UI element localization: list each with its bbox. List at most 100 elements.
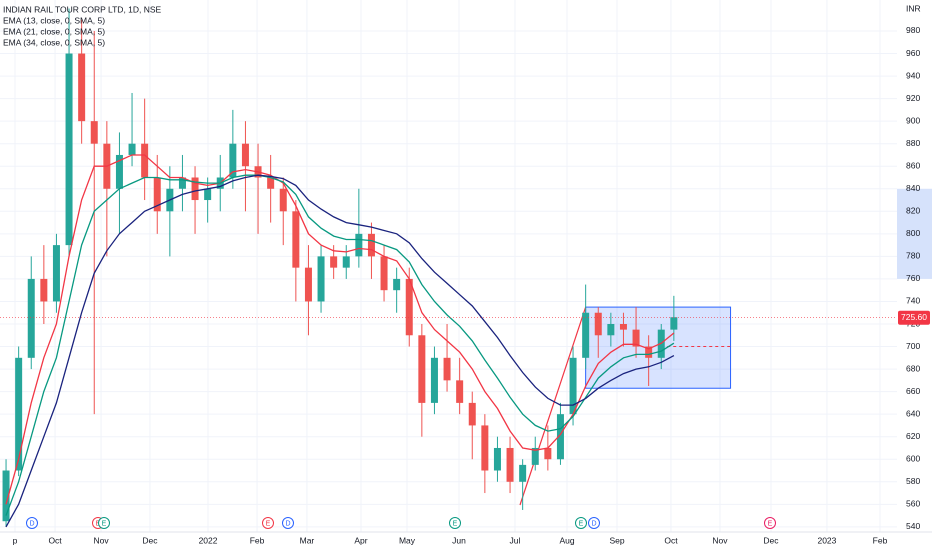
x-tick-label: May [399,535,416,545]
candle-body [418,335,426,403]
trend-line [519,306,587,506]
candle-body [178,177,186,189]
candle-body [229,143,237,178]
event-label: E [102,520,107,527]
legend-entry: EMA (13, close, 0, SMA, 5) [3,15,105,25]
candle-body [90,121,98,144]
candle-body [52,245,60,302]
event-label: E [579,520,584,527]
y-tick-label: 660 [906,386,920,396]
candle-body [115,154,123,189]
plot-area [0,8,897,528]
candle-body [468,402,476,426]
candle-body [141,143,149,178]
event-label: E [453,520,458,527]
y-tick-label: 760 [906,273,920,283]
event-label: D [285,520,290,527]
y-tick-label: 900 [906,115,920,125]
x-tick-label: p [13,535,18,545]
x-tick-label: Feb [250,535,265,545]
candle-body [27,278,35,358]
candle-body [304,267,312,302]
y-tick-label: 540 [906,521,920,531]
y-tick-label: 640 [906,408,920,418]
candle-body [292,211,300,268]
y-tick-label: 620 [906,431,920,441]
x-tick-label: Jun [452,535,466,545]
y-tick-label: 600 [906,453,920,463]
candle-body [519,464,527,482]
currency-label: INR [906,3,921,13]
y-tick-label: 840 [906,183,920,193]
candle-body [153,177,161,212]
candle-body [607,324,615,336]
candle-body [393,278,401,291]
candle-body [582,312,590,358]
candle-body [670,317,678,330]
candle-body [342,256,350,268]
event-label: D [591,520,596,527]
x-tick-label: Oct [48,535,62,545]
grid [0,0,897,532]
x-tick-label: Dec [142,535,158,545]
candle-body [619,324,627,330]
event-icon [262,517,274,529]
y-tick-label: 820 [906,206,920,216]
x-tick-label: Sep [609,535,624,545]
candle-body [241,143,249,167]
x-tick-label: Apr [354,535,367,545]
event-icon [282,517,294,529]
event-icon [575,517,587,529]
x-tick-label: 2022 [199,535,218,545]
candle-body [493,447,501,471]
x-tick-label: Feb [873,535,888,545]
y-tick-label: 580 [906,476,920,486]
y-tick-label: 740 [906,296,920,306]
candle-body [78,53,86,122]
candle-body [204,188,212,201]
y-tick-label: 920 [906,93,920,103]
x-tick-label: Oct [664,535,678,545]
event-icon [98,517,110,529]
ema-line [5,174,675,516]
last-price-label: 725.60 [901,312,927,322]
x-tick-label: Aug [559,535,574,545]
candle-body [594,312,602,336]
candle-body [380,256,388,291]
candle-body [279,188,287,212]
candle-body [191,177,199,201]
legend-title: INDIAN RAIL TOUR CORP LTD, 1D, NSE [3,4,162,14]
candle-body [405,278,413,336]
candle-body [15,357,23,471]
y-tick-label: 880 [906,138,920,148]
candle-body [544,447,552,460]
legend: INDIAN RAIL TOUR CORP LTD, 1D, NSE EMA (… [3,4,162,47]
candle-body [267,177,275,189]
event-label: E [266,520,271,527]
candle-body [2,470,10,522]
legend-entry: EMA (21, close, 0, SMA, 5) [3,26,105,36]
candle-body [330,256,338,268]
candle-body [40,278,48,302]
candle-body [481,425,489,471]
x-tick-label: Nov [712,535,728,545]
legend-entry: EMA (34, close, 0, SMA, 5) [3,37,105,47]
y-tick-label: 940 [906,70,920,80]
last-price-tag [898,310,930,325]
x-tick-label: 2023 [817,535,836,545]
y-tick-label: 680 [906,363,920,373]
candle-body [317,256,325,302]
y-tick-label: 960 [906,48,920,58]
candle-body [506,447,514,482]
event-icon [449,517,461,529]
y-tick-label: 980 [906,25,920,35]
candle-body [569,357,577,415]
candle-body [443,357,451,381]
candle-body [430,357,438,403]
event-label: D [29,520,34,527]
x-tick-label: Nov [93,535,109,545]
ema-line [5,154,675,505]
candle-body [367,233,375,257]
